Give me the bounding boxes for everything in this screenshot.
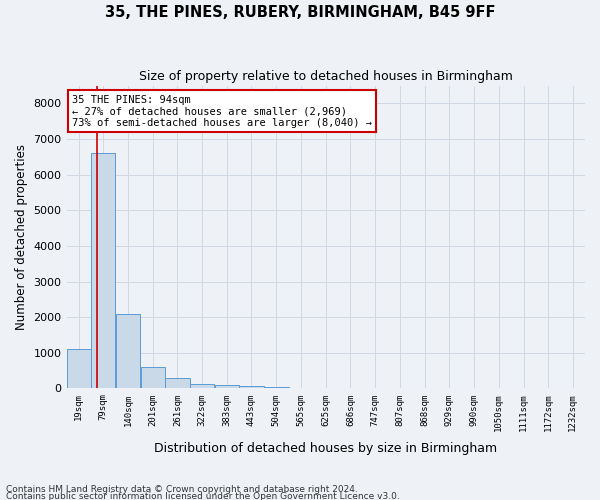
Bar xyxy=(91,154,115,388)
Text: 35 THE PINES: 94sqm
← 27% of detached houses are smaller (2,969)
73% of semi-det: 35 THE PINES: 94sqm ← 27% of detached ho… xyxy=(72,94,372,128)
Text: 35, THE PINES, RUBERY, BIRMINGHAM, B45 9FF: 35, THE PINES, RUBERY, BIRMINGHAM, B45 9… xyxy=(105,5,495,20)
Text: Contains HM Land Registry data © Crown copyright and database right 2024.: Contains HM Land Registry data © Crown c… xyxy=(6,486,358,494)
Bar xyxy=(190,384,214,388)
Bar xyxy=(264,386,289,388)
Bar xyxy=(215,385,239,388)
Title: Size of property relative to detached houses in Birmingham: Size of property relative to detached ho… xyxy=(139,70,513,83)
Bar xyxy=(67,349,91,389)
Bar xyxy=(116,314,140,388)
Bar xyxy=(239,386,263,388)
Bar xyxy=(140,367,165,388)
Text: Contains public sector information licensed under the Open Government Licence v3: Contains public sector information licen… xyxy=(6,492,400,500)
Bar xyxy=(165,378,190,388)
Y-axis label: Number of detached properties: Number of detached properties xyxy=(15,144,28,330)
X-axis label: Distribution of detached houses by size in Birmingham: Distribution of detached houses by size … xyxy=(154,442,497,455)
